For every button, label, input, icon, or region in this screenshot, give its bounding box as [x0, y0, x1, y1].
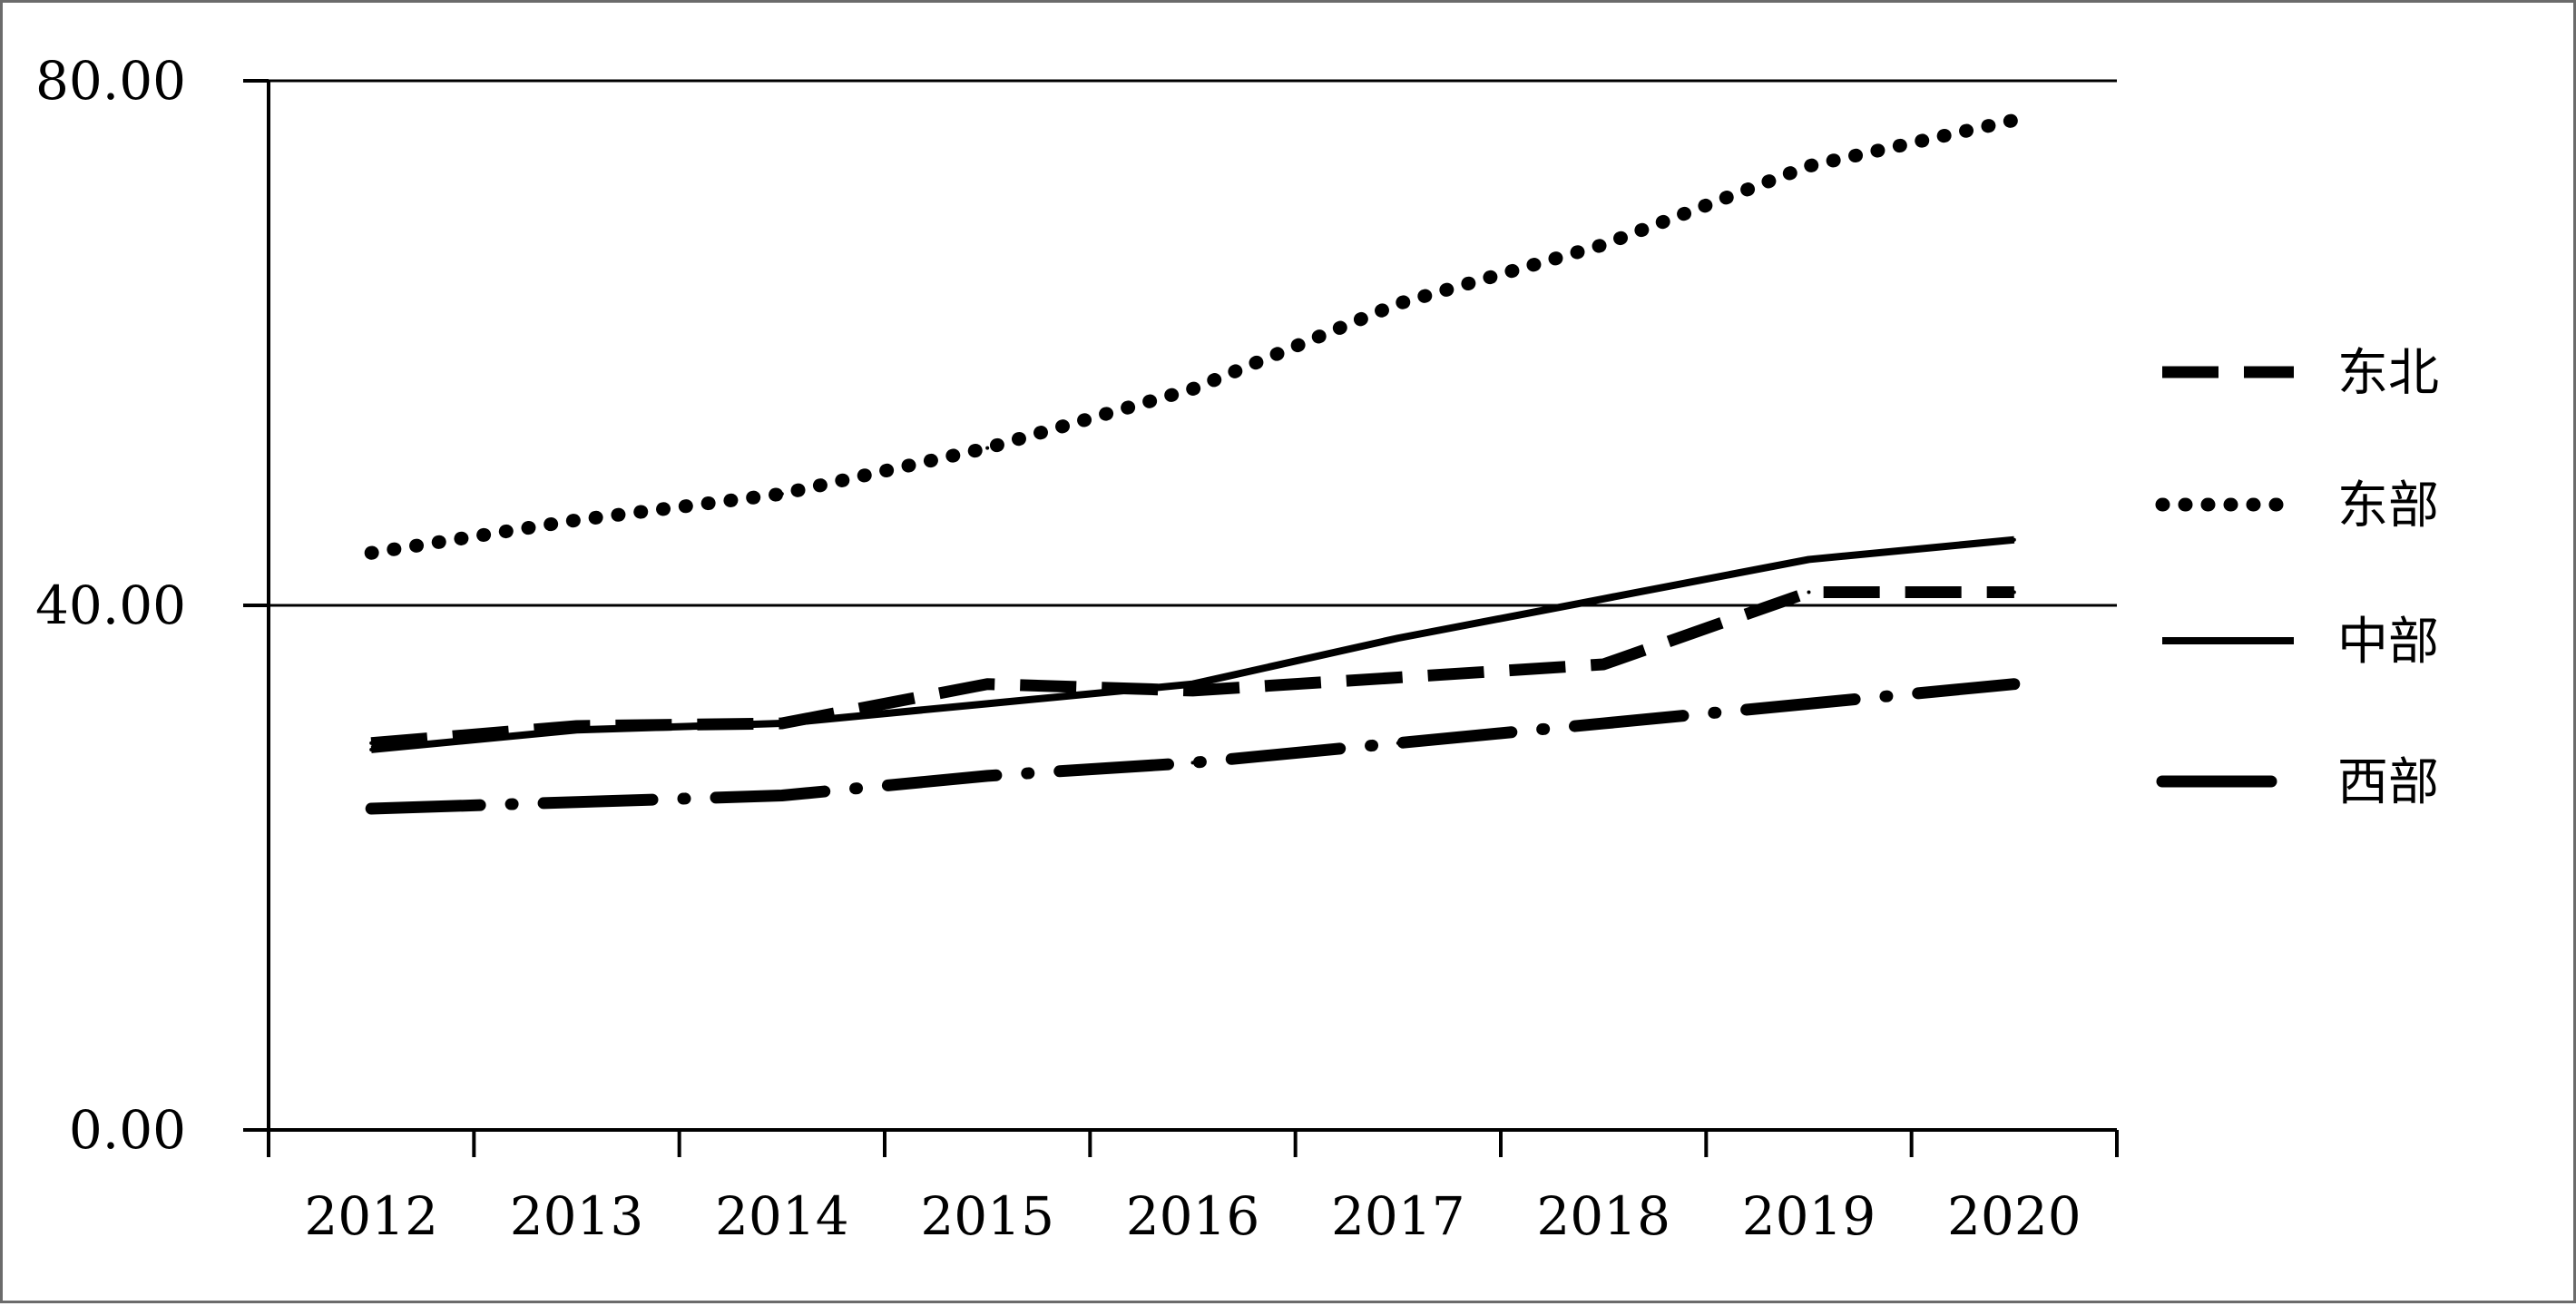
- data-point: [1807, 590, 1811, 594]
- data-point: [1396, 301, 1400, 306]
- data-point: [369, 806, 374, 810]
- series-line: [370, 535, 2015, 753]
- data-point: [1807, 702, 1811, 706]
- data-point: [1601, 242, 1606, 247]
- data-point: [779, 793, 784, 798]
- data-point: [779, 492, 784, 496]
- data-point: [1190, 688, 1195, 692]
- data-point: [985, 446, 990, 450]
- x-tick-label: 2013: [510, 1185, 644, 1247]
- data-point: [985, 773, 990, 778]
- legend-label: 中部: [2337, 613, 2439, 672]
- data-point: [1190, 682, 1195, 686]
- x-tick-label: 2015: [920, 1185, 1054, 1247]
- series-lines: [364, 113, 2022, 815]
- data-point: [985, 702, 990, 706]
- y-tick-label: 80.00: [35, 50, 186, 112]
- legend-item: 西部: [2156, 753, 2439, 812]
- series-line: [364, 113, 2022, 560]
- data-point: [1190, 761, 1195, 765]
- line-chart: 0.00 40.00 80.00 2012 2013 2014 2015 2016 2017 20…: [35, 50, 2439, 1247]
- x-tick-label: 2012: [304, 1185, 438, 1247]
- x-tick-label: 2018: [1536, 1185, 1670, 1247]
- series-line: [370, 586, 2014, 750]
- y-tick-label: 0.00: [69, 1099, 186, 1161]
- legend-label: 东北: [2337, 344, 2439, 403]
- data-point: [574, 800, 579, 804]
- data-point: [1396, 636, 1400, 641]
- series-4: [365, 678, 2021, 815]
- data-point: [1396, 741, 1400, 745]
- x-tick-label: 2014: [715, 1185, 849, 1247]
- data-point: [2012, 682, 2016, 686]
- legend-label: 东部: [2337, 476, 2439, 535]
- data-point: [2012, 537, 2016, 542]
- data-point: [1601, 663, 1606, 667]
- series-line: [365, 678, 2021, 815]
- data-point: [369, 741, 374, 745]
- y-tick-label: 40.00: [35, 574, 186, 636]
- series-2: [364, 113, 2022, 560]
- data-point: [2012, 118, 2016, 123]
- x-tick-label: 2019: [1742, 1185, 1876, 1247]
- data-point: [1396, 675, 1400, 680]
- series-1: [369, 586, 2016, 750]
- legend-item: 东北: [2162, 344, 2439, 403]
- data-point: [369, 551, 374, 555]
- data-point: [1190, 387, 1195, 391]
- data-point: [1807, 557, 1811, 562]
- x-tick-label: 2016: [1126, 1185, 1260, 1247]
- data-point: [369, 747, 374, 751]
- grid-lines: [269, 79, 2117, 607]
- legend-item: 东部: [2155, 476, 2439, 535]
- data-point: [574, 728, 579, 732]
- legend-item: 中部: [2162, 613, 2439, 672]
- series-3: [369, 535, 2016, 753]
- data-point: [1601, 596, 1606, 601]
- axes: 0.00 40.00 80.00 2012 2013 2014 2015 2016 2017 20…: [35, 50, 2119, 1247]
- data-point: [985, 682, 990, 686]
- data-point: [1807, 163, 1811, 168]
- data-point: [779, 722, 784, 726]
- x-tick-label: 2020: [1947, 1185, 2081, 1247]
- data-point: [574, 518, 579, 523]
- legend-label: 西部: [2337, 753, 2439, 812]
- data-point: [2012, 590, 2016, 594]
- x-tick-label: 2017: [1331, 1185, 1465, 1247]
- data-point: [1601, 722, 1606, 726]
